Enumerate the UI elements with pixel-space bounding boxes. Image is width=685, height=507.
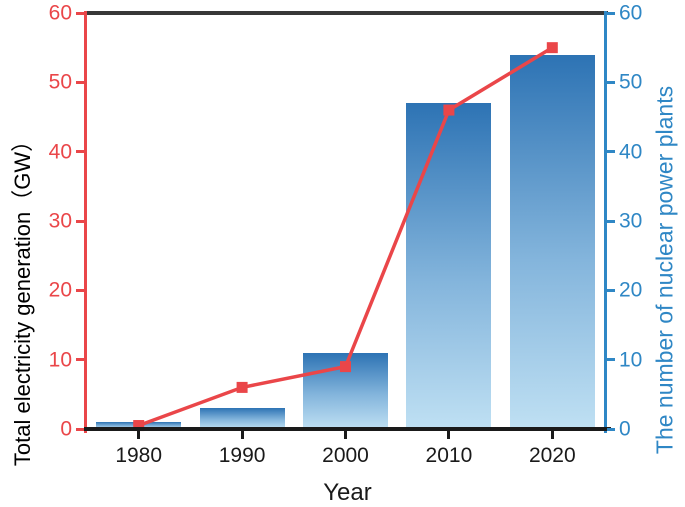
marker-1980 [133,420,145,432]
right-axis-title: The number of nuclear power plants [651,85,678,455]
right-tick-label-50: 50 [619,70,643,94]
left-tick-0 [76,427,84,431]
x-tick-1990 [240,431,244,439]
left-tick-30 [76,219,84,223]
right-tick-0 [607,427,615,431]
bar-2010 [406,103,492,429]
right-tick-30 [607,219,615,223]
left-tick-10 [76,358,84,362]
right-tick-10 [607,358,615,362]
left-tick-40 [76,150,84,154]
marker-2000 [340,361,351,373]
marker-2020 [546,42,558,54]
top-axis-spine [84,11,608,15]
x-tick-label-1980: 1980 [115,444,163,467]
plot-area [87,13,604,429]
right-tick-label-30: 30 [619,209,643,233]
left-tick-label-60: 60 [48,1,72,25]
left-axis-title: Total electricity generation（GW） [10,129,35,467]
left-tick-label-30: 30 [48,209,72,233]
right-tick-label-0: 0 [619,417,631,441]
x-tick-2020 [550,431,554,439]
left-tick-20 [76,288,84,292]
bottom-axis-spine [84,427,611,431]
x-axis-title: Year [323,479,372,506]
right-tick-50 [607,80,615,84]
x-tick-2000 [344,431,347,439]
left-tick-label-50: 50 [48,70,72,94]
left-tick-60 [76,11,84,15]
right-tick-label-60: 60 [619,1,643,25]
marker-2010 [443,104,455,116]
x-tick-label-1990: 1990 [218,444,266,467]
left-tick-label-0: 0 [60,417,72,441]
right-axis-spine [604,11,607,433]
x-tick-label-2000: 2000 [322,444,369,467]
left-axis-spine [84,11,87,433]
line-series-layer [133,42,558,432]
bar-1990 [199,408,285,429]
x-tick-2010 [447,431,451,439]
right-tick-20 [607,288,615,292]
right-tick-label-20: 20 [619,278,643,302]
left-tick-label-20: 20 [48,278,72,302]
left-tick-label-40: 40 [48,140,72,164]
marker-1990 [236,381,248,393]
left-tick-50 [76,80,84,84]
x-tick-1980 [137,431,141,439]
x-tick-label-2020: 2020 [528,444,576,467]
bar-2020 [509,54,595,429]
left-tick-label-10: 10 [48,348,72,372]
right-tick-label-10: 10 [619,348,643,372]
x-tick-label-2010: 2010 [425,444,473,467]
right-tick-40 [607,150,615,154]
right-tick-60 [607,11,615,15]
right-tick-label-40: 40 [619,140,643,164]
